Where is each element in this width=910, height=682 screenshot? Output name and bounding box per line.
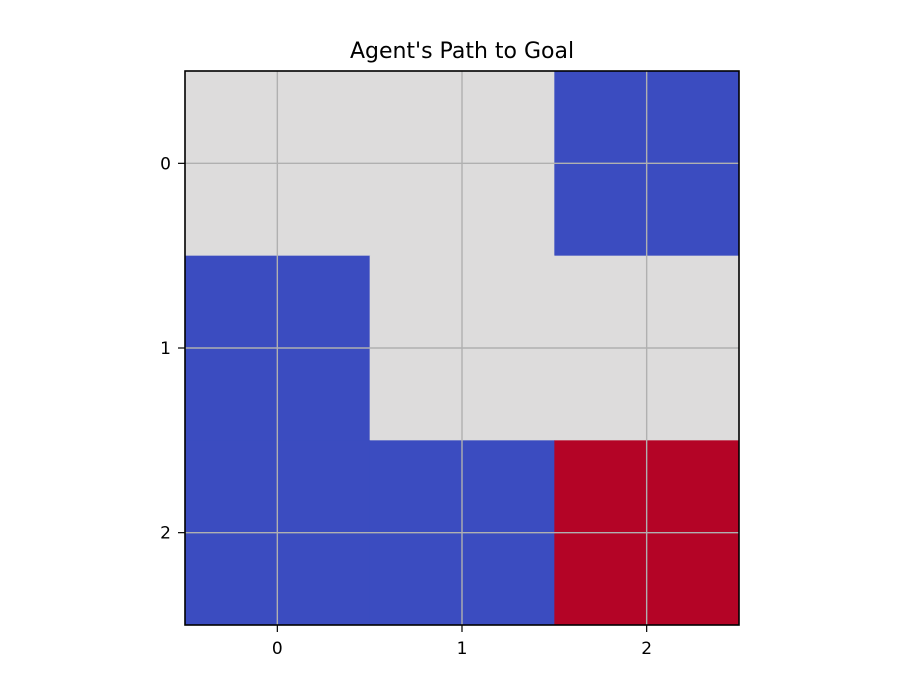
x-tick-label-2: 2 xyxy=(641,639,652,659)
y-axis: 0 1 2 xyxy=(160,154,185,544)
x-tick-label-0: 0 xyxy=(272,639,283,659)
x-axis: 0 1 2 xyxy=(272,625,652,659)
y-tick-label-2: 2 xyxy=(160,524,171,544)
y-tick-label-1: 1 xyxy=(160,339,171,359)
chart-title: Agent's Path to Goal xyxy=(350,39,574,64)
y-tick-label-0: 0 xyxy=(160,154,171,174)
grid-lines xyxy=(185,71,739,625)
x-tick-label-1: 1 xyxy=(457,639,468,659)
